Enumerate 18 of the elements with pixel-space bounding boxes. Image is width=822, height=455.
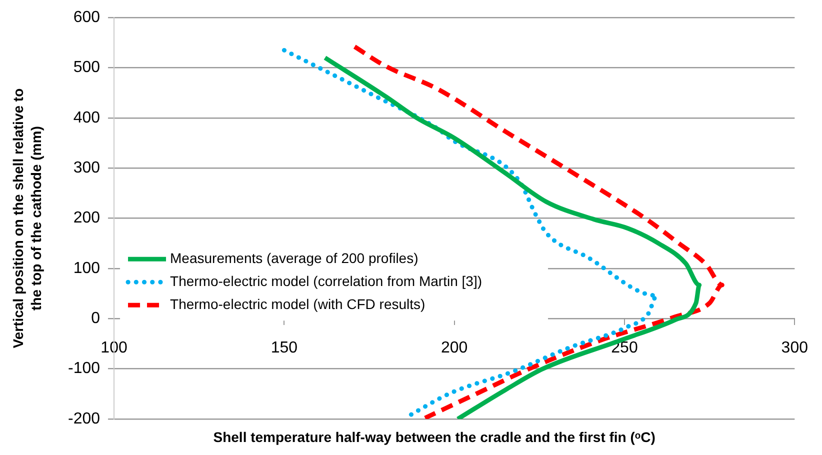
y-tick-label: 0 xyxy=(91,310,100,328)
x-tick-label: 150 xyxy=(270,340,298,357)
legend-label: Thermo-electric model (correlation from Martin [3]) xyxy=(170,273,482,290)
y-tick-label: 300 xyxy=(73,160,100,177)
y-tick-label: -100 xyxy=(68,360,100,378)
y-tick-label: 600 xyxy=(73,9,100,26)
y-axis-title: Vertical position on the shell relative to the top of the cathode (mm) xyxy=(10,88,44,348)
legend-label: Thermo-electric model (with CFD results) xyxy=(170,296,426,312)
x-tick-label: 200 xyxy=(440,340,468,357)
y-tick-label: -200 xyxy=(68,410,100,428)
x-tick-label: 300 xyxy=(781,340,808,357)
y-tick-label: 500 xyxy=(73,59,100,76)
y-tick-label: 200 xyxy=(73,210,100,227)
x-tick-label: 100 xyxy=(100,340,128,357)
legend-label: Measurements (average of 200 profiles) xyxy=(170,250,418,266)
x-axis-title: Shell temperature half-way between the cradle and the first fin (ᵒC) xyxy=(213,428,656,445)
y-tick-label: 100 xyxy=(73,260,100,277)
y-tick-label: 400 xyxy=(73,109,100,126)
